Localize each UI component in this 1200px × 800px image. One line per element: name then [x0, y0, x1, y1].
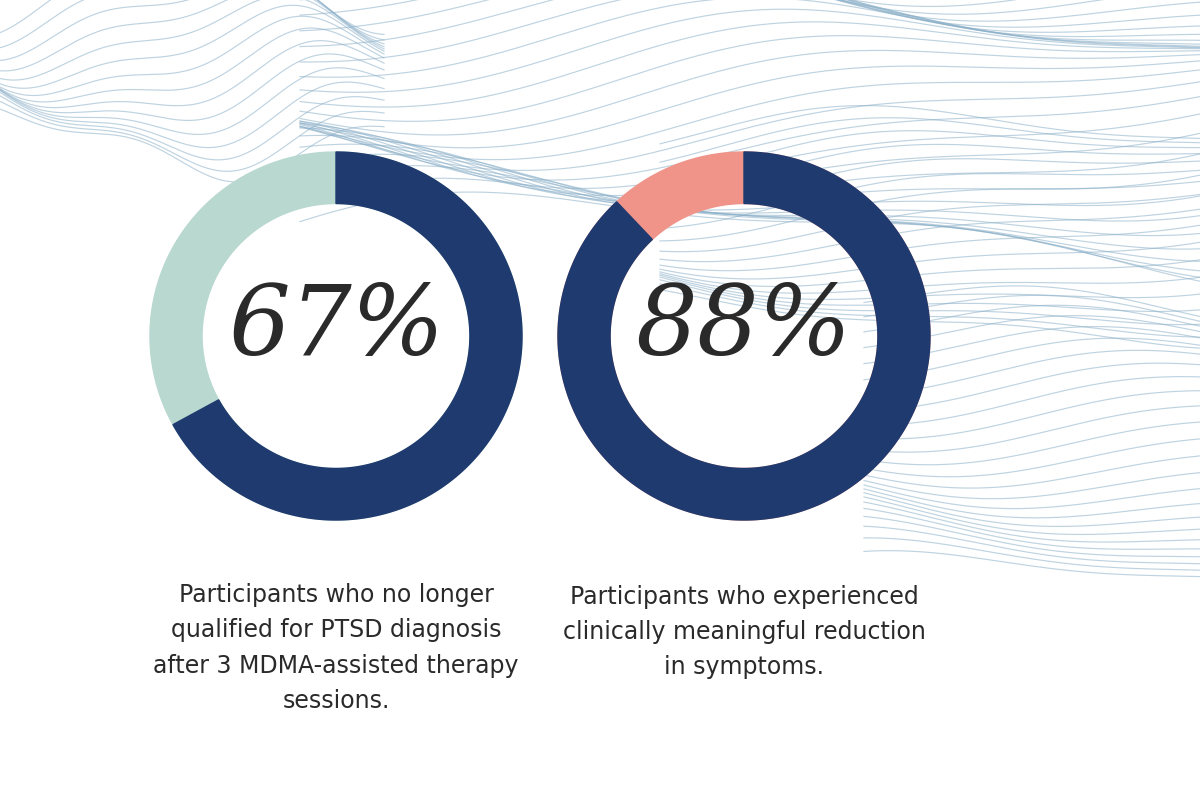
Text: Participants who no longer
qualified for PTSD diagnosis
after 3 MDMA-assisted th: Participants who no longer qualified for…: [154, 583, 518, 713]
Polygon shape: [173, 152, 522, 520]
Text: Participants who experienced
clinically meaningful reduction
in symptoms.: Participants who experienced clinically …: [563, 585, 925, 679]
Polygon shape: [558, 152, 930, 520]
Polygon shape: [150, 152, 522, 520]
Text: 67%: 67%: [228, 281, 444, 375]
Polygon shape: [558, 152, 930, 520]
Text: 88%: 88%: [636, 281, 852, 375]
